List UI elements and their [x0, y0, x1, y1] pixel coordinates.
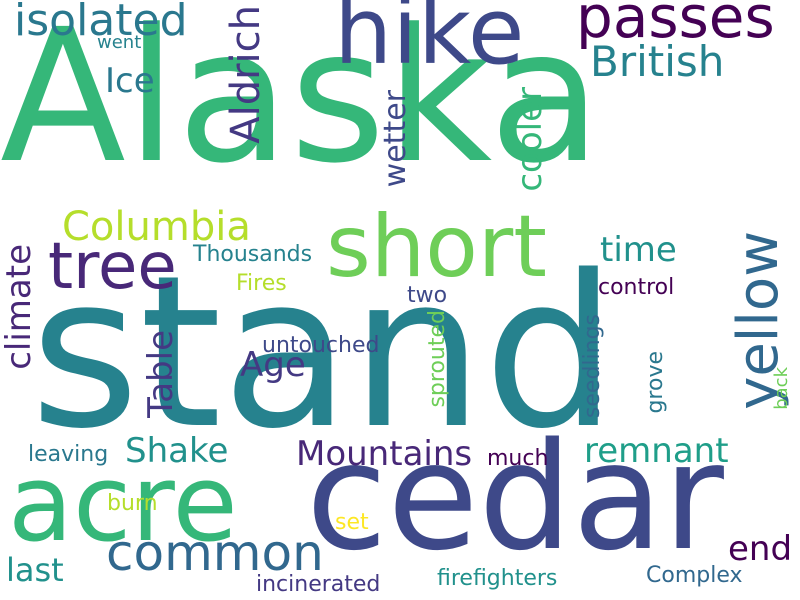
word-back: back — [771, 367, 792, 410]
word-went: went — [97, 32, 142, 53]
word-untouched: untouched — [262, 333, 380, 358]
word-remnant: remnant — [584, 431, 729, 471]
word-tree: tree — [48, 230, 177, 304]
word-table: Table — [141, 330, 181, 418]
word-aldrich: Aldrich — [223, 5, 269, 144]
word-acre: acre — [8, 442, 238, 565]
word-ice: Ice — [105, 61, 155, 101]
word-fires: Fires — [236, 271, 287, 296]
word-thousands: Thousands — [193, 242, 313, 267]
word-control: control — [598, 275, 675, 300]
word-incinerated: incinerated — [256, 572, 381, 597]
word-end: end — [728, 529, 793, 569]
word-set: set — [335, 510, 369, 535]
word-grove: grove — [643, 351, 668, 414]
word-much: much — [487, 446, 549, 471]
word-british: British — [590, 37, 725, 86]
word-short: short — [326, 197, 548, 297]
word-passes: passes — [576, 0, 775, 51]
word-burn: burn — [107, 491, 158, 516]
word-age: Age — [240, 345, 306, 385]
word-firefighters: firefighters — [437, 566, 558, 591]
word-shake: Shake — [125, 431, 229, 471]
word-columbia: Columbia — [62, 204, 251, 250]
word-common: common — [106, 524, 324, 582]
word-wetter: wetter — [378, 90, 413, 188]
word-cedar: cedar — [306, 411, 724, 583]
word-complex: Complex — [646, 563, 743, 588]
word-alaska: Alaska — [0, 0, 602, 204]
word-hike: hike — [334, 0, 525, 85]
word-leaving: leaving — [28, 442, 109, 467]
word-isolated: isolated — [14, 0, 188, 46]
word-sprouted: sprouted — [425, 310, 450, 408]
word-last: last — [6, 551, 64, 589]
word-cooler: cooler — [510, 87, 550, 192]
word-two: two — [407, 283, 448, 308]
word-climate: climate — [0, 244, 39, 370]
word-stand: stand — [30, 230, 617, 475]
word-mountains: Mountains — [296, 434, 473, 474]
word-time: time — [600, 230, 677, 270]
word-seedlings: seedlings — [580, 314, 605, 419]
